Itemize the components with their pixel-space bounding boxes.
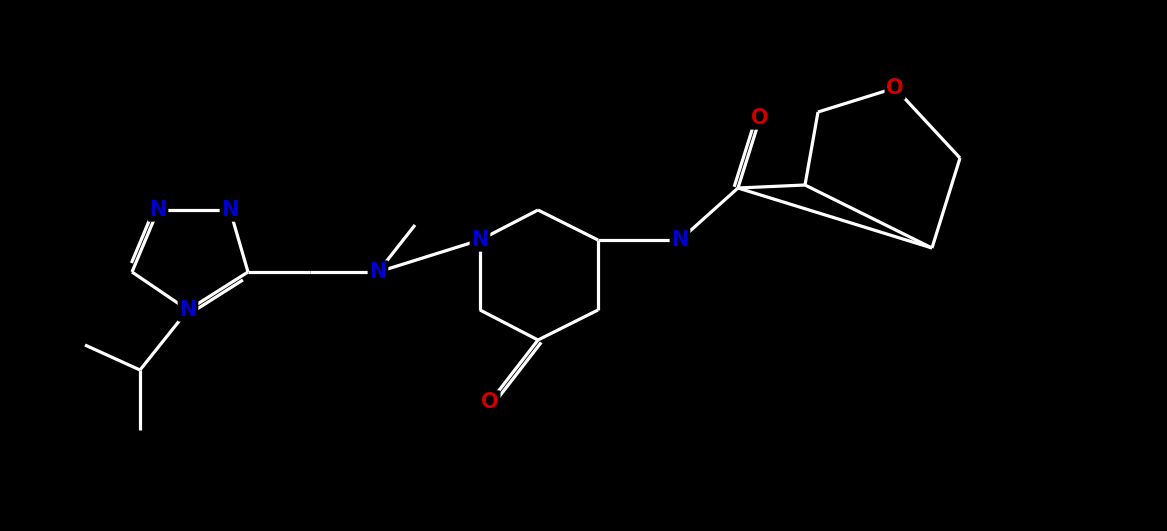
Text: N: N — [471, 230, 489, 250]
Text: N: N — [149, 200, 167, 220]
Text: O: O — [481, 392, 498, 412]
Text: N: N — [180, 300, 197, 320]
Text: O: O — [752, 108, 769, 128]
Text: N: N — [222, 200, 239, 220]
Text: N: N — [671, 230, 689, 250]
Text: O: O — [886, 78, 903, 98]
Text: N: N — [369, 262, 386, 282]
